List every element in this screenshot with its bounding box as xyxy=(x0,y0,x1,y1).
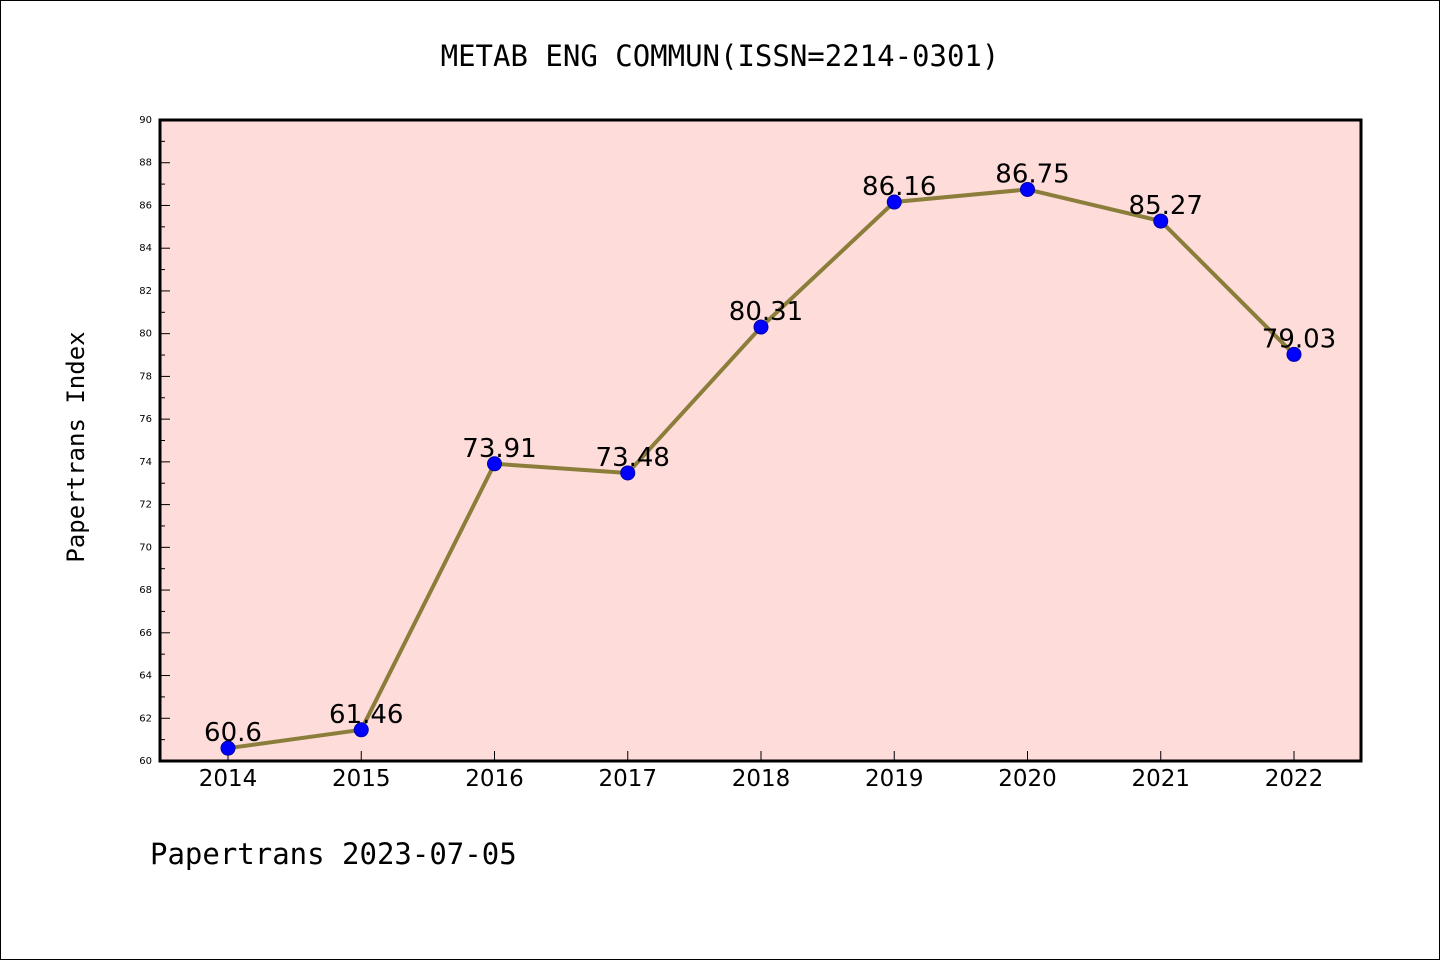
data-label: 61.46 xyxy=(329,700,403,730)
data-label: 79.03 xyxy=(1262,324,1336,354)
x-tick-label: 2016 xyxy=(465,766,524,792)
x-tick-label: 2018 xyxy=(732,766,791,792)
data-label: 86.75 xyxy=(995,159,1069,189)
data-label: 86.16 xyxy=(862,172,936,202)
y-tick-label: 78 xyxy=(139,371,152,382)
y-tick-label: 76 xyxy=(139,414,152,425)
y-tick-label: 70 xyxy=(139,542,152,553)
y-tick-label: 68 xyxy=(139,585,152,596)
y-tick-label: 90 xyxy=(139,115,152,126)
data-point xyxy=(220,740,236,756)
data-point xyxy=(753,319,769,335)
footer-note: Papertrans 2023-07-05 xyxy=(150,837,517,871)
chart-title: METAB ENG COMMUN(ISSN=2214-0301) xyxy=(441,39,1000,73)
x-tick-label: 2022 xyxy=(1265,766,1324,792)
y-tick-label: 72 xyxy=(139,500,152,511)
data-point xyxy=(886,194,902,210)
data-label: 80.31 xyxy=(729,297,803,327)
y-tick-label: 82 xyxy=(139,286,152,297)
data-point xyxy=(1020,181,1035,197)
y-tick-label: 88 xyxy=(139,158,152,169)
x-tick-label: 2021 xyxy=(1131,766,1190,792)
x-tick-label: 2015 xyxy=(332,766,391,792)
data-point xyxy=(1286,346,1302,362)
y-tick-label: 86 xyxy=(139,200,152,211)
y-tick-label: 64 xyxy=(139,671,152,682)
x-tick-label: 2014 xyxy=(199,766,258,792)
y-tick-label: 66 xyxy=(139,628,152,639)
y-tick-label: 80 xyxy=(139,329,152,340)
data-label: 60.6 xyxy=(204,718,262,748)
x-tick-label: 2019 xyxy=(865,766,924,792)
y-axis-label: Papertrans Index xyxy=(62,331,90,562)
data-point xyxy=(487,456,502,472)
data-point xyxy=(1153,213,1169,229)
x-tick-label: 2017 xyxy=(598,766,657,792)
y-tick-label: 74 xyxy=(139,457,152,468)
y-tick-label: 84 xyxy=(139,243,152,254)
x-axis: 2014 2015 2016 2017 2018 2019 2020 2021 2022 xyxy=(199,751,1324,792)
y-axis: 60 62 64 66 68 70 72 74 76 78 80 82 84 86 88 90 xyxy=(139,115,170,767)
x-tick-label: 2020 xyxy=(998,766,1057,792)
data-point xyxy=(620,465,636,481)
y-tick-label: 60 xyxy=(139,756,152,767)
data-label: 73.48 xyxy=(596,443,670,473)
data-point xyxy=(353,722,369,738)
series-layer: 60.6 61.46 73.91 73.48 80.31 86.16 86.75 85.27 7… xyxy=(204,159,1336,756)
y-tick-label: 62 xyxy=(139,713,152,724)
data-label: 73.91 xyxy=(462,434,536,464)
data-label: 85.27 xyxy=(1129,191,1203,221)
